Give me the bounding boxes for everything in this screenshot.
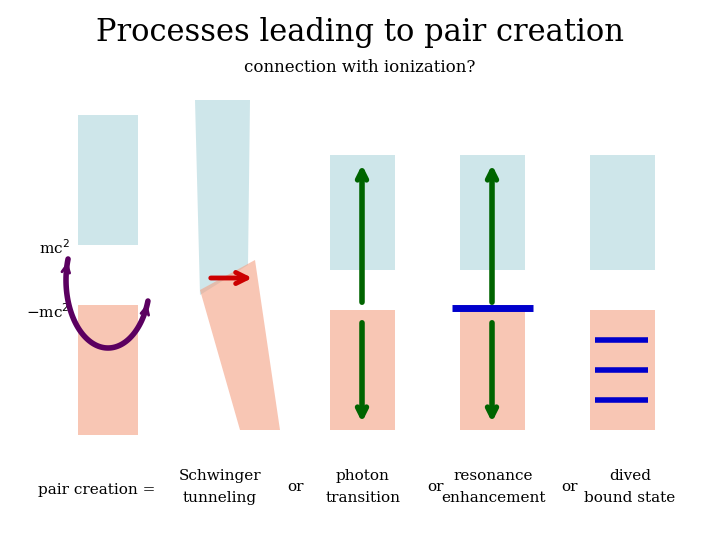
Bar xyxy=(330,310,395,430)
Text: transition: transition xyxy=(325,491,400,505)
Bar xyxy=(78,115,138,245)
Bar xyxy=(460,310,525,430)
Text: connection with ionization?: connection with ionization? xyxy=(244,59,476,77)
Text: dived: dived xyxy=(609,469,651,483)
Polygon shape xyxy=(195,100,250,295)
Text: $-$mc$^2$: $-$mc$^2$ xyxy=(27,302,70,321)
Text: tunneling: tunneling xyxy=(183,491,257,505)
Bar xyxy=(78,305,138,435)
Text: or: or xyxy=(562,480,578,494)
Polygon shape xyxy=(200,260,280,430)
Text: or: or xyxy=(427,480,444,494)
Bar xyxy=(590,310,655,430)
Bar xyxy=(330,155,395,270)
Text: bound state: bound state xyxy=(585,491,675,505)
Text: Processes leading to pair creation: Processes leading to pair creation xyxy=(96,17,624,48)
Text: or: or xyxy=(287,480,303,494)
Text: resonance: resonance xyxy=(454,469,533,483)
Bar xyxy=(460,155,525,270)
Text: photon: photon xyxy=(336,469,390,483)
Text: Schwinger: Schwinger xyxy=(179,469,261,483)
Text: mc$^2$: mc$^2$ xyxy=(39,239,70,258)
Text: pair creation =: pair creation = xyxy=(38,483,156,497)
Text: enhancement: enhancement xyxy=(441,491,545,505)
Bar xyxy=(590,155,655,270)
